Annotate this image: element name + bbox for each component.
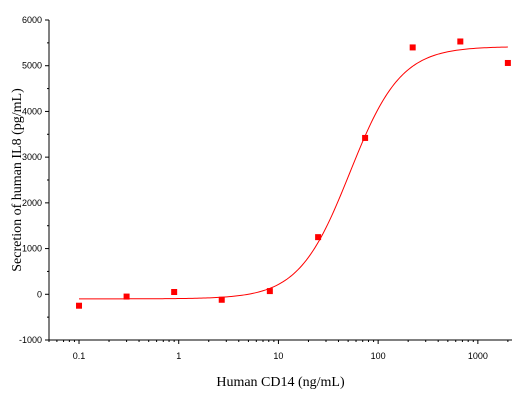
data-point [123,293,130,300]
data-point [218,296,225,303]
y-tick-label: 3000 [22,152,42,162]
x-tick-label: 100 [371,351,386,361]
data-point [266,288,273,295]
y-axis-ticks: -1000 0 1000 2000 3000 4000 5000 6000 [19,15,49,345]
y-tick-label: 2000 [22,198,42,208]
y-tick-label: 0 [37,289,42,299]
data-points [76,38,511,309]
x-tick-label: 0.1 [73,351,86,361]
data-point [76,302,83,309]
y-tick-label: 6000 [22,15,42,25]
x-axis-title: Human CD14 (ng/mL) [216,375,345,390]
y-tick-label: 4000 [22,106,42,116]
data-point [409,44,416,51]
x-tick-label: 1 [176,351,181,361]
y-tick-label: 1000 [22,244,42,254]
axes [48,20,512,341]
x-axis-ticks: 0.1 1 10 100 1000 [48,340,509,361]
x-tick-label: 10 [273,351,283,361]
data-point [457,38,464,45]
data-point [362,134,369,141]
data-point [504,59,511,66]
y-tick-label: 5000 [22,61,42,71]
y-axis-title: Secretion of human IL8 (pg/mL) [10,88,25,272]
fit-curve [79,46,508,300]
y-tick-label: -1000 [19,335,42,345]
data-point [171,289,178,295]
x-tick-label: 1000 [468,351,488,361]
data-point [315,234,322,241]
